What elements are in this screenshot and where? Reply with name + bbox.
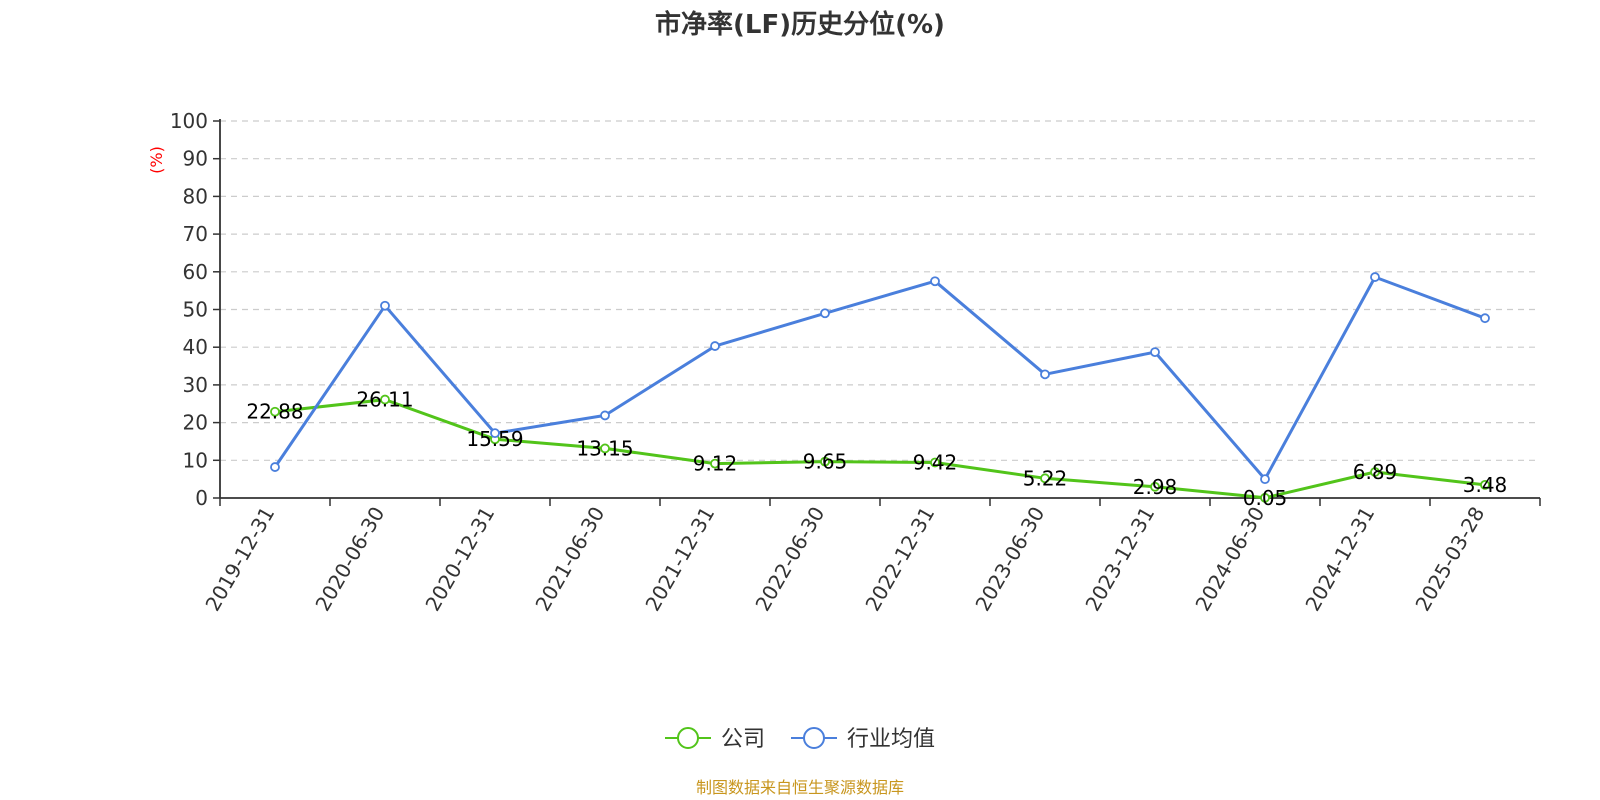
legend-label[interactable]: 公司	[721, 727, 765, 752]
x-tick-label: 2020-06-30	[310, 503, 389, 616]
x-tick-label: 2025-03-28	[1410, 503, 1489, 616]
x-tick-label: 2022-06-30	[750, 503, 829, 616]
data-point[interactable]	[1040, 473, 1050, 484]
data-label: 9.12	[693, 452, 738, 476]
y-tick-label: 100	[170, 109, 208, 133]
y-tick-label: 80	[183, 184, 208, 208]
series-line-1	[274, 398, 1486, 500]
data-point[interactable]	[490, 428, 500, 439]
x-tick-label: 2023-12-31	[1080, 503, 1159, 616]
data-point[interactable]	[710, 341, 720, 351]
x-tick-label: 2021-12-31	[640, 503, 719, 616]
data-point[interactable]	[820, 308, 830, 319]
data-point[interactable]	[1150, 481, 1160, 492]
y-tick-label: 0	[195, 486, 208, 510]
grid-lines	[220, 120, 1540, 461]
y-axis-label: (%)	[147, 146, 166, 174]
data-point[interactable]	[600, 410, 610, 421]
legend[interactable]: 公司 行业均值	[665, 727, 935, 752]
data-point[interactable]	[930, 457, 940, 468]
data-point[interactable]	[1370, 272, 1380, 282]
series-layer	[270, 272, 1490, 503]
data-point[interactable]	[1040, 369, 1050, 380]
x-tick-label: 2020-12-31	[420, 503, 499, 616]
y-tick-label: 10	[183, 448, 208, 472]
axes: 0 10 20 30 40 50 60 70 80 90 100 2019-12-31 2020-06-…	[170, 109, 1541, 616]
data-point[interactable]	[380, 300, 390, 311]
series-line-2	[273, 275, 1486, 481]
y-tick-label: 60	[183, 260, 208, 284]
data-point[interactable]	[1480, 313, 1490, 324]
x-tick-label: 2019-12-31	[200, 503, 279, 616]
x-tick-label: 2024-06-30	[1190, 503, 1269, 616]
data-labels: 22.88 26.11 15.59 13.15 9.12 9.65 9.42 5.22 2.98…	[246, 388, 1507, 510]
data-point[interactable]	[1150, 347, 1160, 358]
legend-marker-icon[interactable]	[803, 727, 825, 749]
data-point[interactable]	[820, 456, 830, 467]
data-point[interactable]	[1480, 479, 1490, 490]
data-point[interactable]	[270, 406, 280, 417]
y-tick-label: 90	[183, 147, 208, 171]
data-label: 22.88	[246, 400, 303, 424]
chart-title: 市净率(LF)历史分位(%)	[655, 9, 945, 40]
data-point[interactable]	[1260, 492, 1270, 503]
data-point[interactable]	[600, 443, 610, 454]
data-label: 9.42	[913, 450, 958, 474]
x-tick-label: 2022-12-31	[860, 503, 939, 616]
x-tick-label: 2023-06-30	[970, 503, 1049, 616]
y-tick-label: 70	[183, 222, 208, 246]
data-label: 0.05	[1243, 486, 1288, 510]
y-tick-label: 40	[183, 335, 208, 359]
data-label: 26.11	[356, 388, 413, 412]
source-note: 制图数据来自恒生聚源数据库	[696, 778, 904, 797]
data-point[interactable]	[710, 458, 720, 469]
data-label: 6.89	[1353, 460, 1398, 484]
data-label: 13.15	[576, 436, 633, 460]
data-label: 15.59	[466, 427, 523, 451]
x-tick-label: 2021-06-30	[530, 503, 609, 616]
data-label: 5.22	[1023, 466, 1068, 490]
data-label: 9.65	[803, 450, 848, 474]
y-tick-label: 50	[183, 298, 208, 322]
data-point[interactable]	[380, 394, 390, 405]
y-tick-label: 30	[183, 373, 208, 397]
data-point[interactable]	[270, 462, 280, 472]
legend-label[interactable]: 行业均值	[847, 727, 935, 752]
data-point[interactable]	[1260, 474, 1270, 485]
data-label: 3.48	[1463, 473, 1508, 497]
data-point[interactable]	[930, 276, 940, 287]
x-tick-label: 2024-12-31	[1300, 503, 1379, 616]
data-point[interactable]	[1370, 467, 1380, 477]
legend-marker-icon[interactable]	[677, 727, 699, 749]
data-label: 2.98	[1133, 475, 1178, 499]
y-tick-label: 20	[183, 411, 208, 435]
